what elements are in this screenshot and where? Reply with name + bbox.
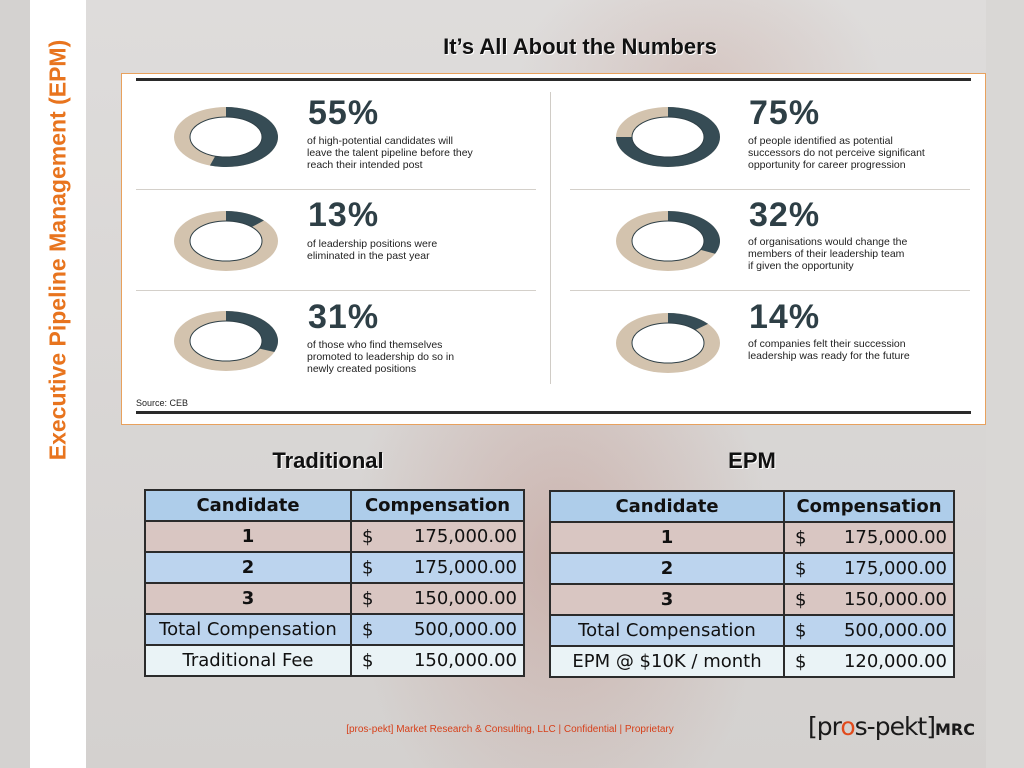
compensation-cell: $175,000.00 [783,552,955,585]
epm-title: EPM [728,448,776,473]
candidate-cell: 3 [144,582,352,615]
donut-chart [174,211,278,271]
compensation-cell: $175,000.00 [350,520,525,553]
row-divider [136,290,536,291]
table-row: 3 $150,000.00 [549,583,955,616]
donut-hole [189,116,263,158]
compensation-cell: $500,000.00 [783,614,955,647]
company-logo: [pros-pekt]MRC [808,712,975,741]
table-row-total: Total Compensation $500,000.00 [144,613,525,646]
compensation-cell: $120,000.00 [783,645,955,678]
stat-description: of leadership positions were eliminated i… [307,238,438,262]
source-note: Source: CEB [136,398,189,408]
donut-hole [631,220,705,262]
candidate-cell: Total Compensation [144,613,352,646]
stat-value: 13% [308,196,380,234]
compensation-cell: $150,000.00 [783,583,955,616]
candidate-cell: 3 [549,583,785,616]
page-title: It’s All About the Numbers [443,34,717,59]
row-divider [570,290,970,291]
header-candidate: Candidate [549,490,785,523]
stat-description: of those who find themselves promoted to … [307,339,455,375]
candidate-cell: 1 [144,520,352,553]
table-row: 1 $175,000.00 [144,520,525,553]
compensation-cell: $175,000.00 [350,551,525,584]
table-row-total: Total Compensation $500,000.00 [549,614,955,647]
table-row: 3 $150,000.00 [144,582,525,615]
stat-description: of high-potential candidates will leave t… [307,135,473,171]
stat-value: 31% [308,298,380,336]
top-rule [136,78,971,81]
sidebar-title: Executive Pipeline Management (EPM) [44,39,71,461]
candidate-cell: 2 [144,551,352,584]
statistics-infographic: 55% of high-potential candidates will lea… [121,73,986,425]
table-row: 1 $175,000.00 [549,521,955,554]
candidate-cell: 1 [549,521,785,554]
header-compensation: Compensation [350,489,525,522]
row-divider [570,189,970,190]
donut-hole [631,322,705,364]
donut-hole [189,320,263,362]
candidate-cell: EPM @ $10K / month [549,645,785,678]
stat-description: of people identified as potential success… [748,135,925,171]
compensation-cell: $150,000.00 [350,644,525,677]
stat-value: 75% [749,94,821,132]
candidate-cell: 2 [549,552,785,585]
compensation-cell: $175,000.00 [783,521,955,554]
candidate-cell: Traditional Fee [144,644,352,677]
column-divider [550,92,551,384]
table-row: 2 $175,000.00 [549,552,955,585]
header-candidate: Candidate [144,489,352,522]
table-row-fee: Traditional Fee $150,000.00 [144,644,525,677]
right-margin [986,0,1024,768]
donut-chart [174,311,278,371]
footer-text: [pros-pekt] Market Research & Consulting… [346,724,674,735]
table-row-fee: EPM @ $10K / month $120,000.00 [549,645,955,678]
table-row: 2 $175,000.00 [144,551,525,584]
donut-chart [174,107,278,167]
stat-description: of organisations would change the members… [748,236,908,272]
epm-table: Candidate Compensation 1 $175,000.00 2 $… [549,490,955,678]
donut-hole [631,116,705,158]
candidate-cell: Total Compensation [549,614,785,647]
traditional-table: Candidate Compensation 1 $175,000.00 2 $… [144,489,525,677]
sidebar [30,0,86,768]
traditional-title: Traditional [272,448,384,473]
stat-value: 55% [308,94,380,132]
donut-chart [616,211,720,271]
stat-value: 32% [749,196,821,234]
left-margin [0,0,30,768]
row-divider [136,189,536,190]
header-compensation: Compensation [783,490,955,523]
stat-value: 14% [749,298,821,336]
donut-chart [616,313,720,373]
bottom-rule [136,411,971,414]
compensation-cell: $150,000.00 [350,582,525,615]
logo-accent: o [840,712,855,741]
donut-chart [616,107,720,167]
compensation-cell: $500,000.00 [350,613,525,646]
donut-hole [189,220,263,262]
stat-description: of companies felt their succession leader… [748,338,910,362]
